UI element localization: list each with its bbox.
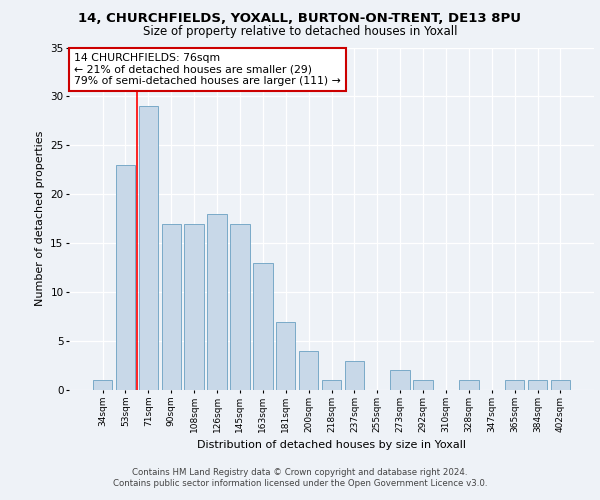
Bar bbox=[459, 380, 479, 390]
Bar bbox=[208, 214, 227, 390]
Bar bbox=[391, 370, 410, 390]
Bar bbox=[161, 224, 181, 390]
Y-axis label: Number of detached properties: Number of detached properties bbox=[35, 131, 44, 306]
X-axis label: Distribution of detached houses by size in Yoxall: Distribution of detached houses by size … bbox=[197, 440, 466, 450]
Text: 14 CHURCHFIELDS: 76sqm
← 21% of detached houses are smaller (29)
79% of semi-det: 14 CHURCHFIELDS: 76sqm ← 21% of detached… bbox=[74, 52, 341, 86]
Bar bbox=[528, 380, 547, 390]
Bar bbox=[230, 224, 250, 390]
Bar bbox=[344, 360, 364, 390]
Bar bbox=[139, 106, 158, 390]
Bar bbox=[184, 224, 204, 390]
Bar bbox=[322, 380, 341, 390]
Text: Size of property relative to detached houses in Yoxall: Size of property relative to detached ho… bbox=[143, 25, 457, 38]
Bar bbox=[413, 380, 433, 390]
Text: 14, CHURCHFIELDS, YOXALL, BURTON-ON-TRENT, DE13 8PU: 14, CHURCHFIELDS, YOXALL, BURTON-ON-TREN… bbox=[79, 12, 521, 26]
Bar bbox=[551, 380, 570, 390]
Bar bbox=[93, 380, 112, 390]
Bar bbox=[253, 263, 272, 390]
Bar bbox=[276, 322, 295, 390]
Bar bbox=[505, 380, 524, 390]
Bar bbox=[299, 351, 319, 390]
Text: Contains HM Land Registry data © Crown copyright and database right 2024.
Contai: Contains HM Land Registry data © Crown c… bbox=[113, 468, 487, 487]
Bar bbox=[116, 165, 135, 390]
